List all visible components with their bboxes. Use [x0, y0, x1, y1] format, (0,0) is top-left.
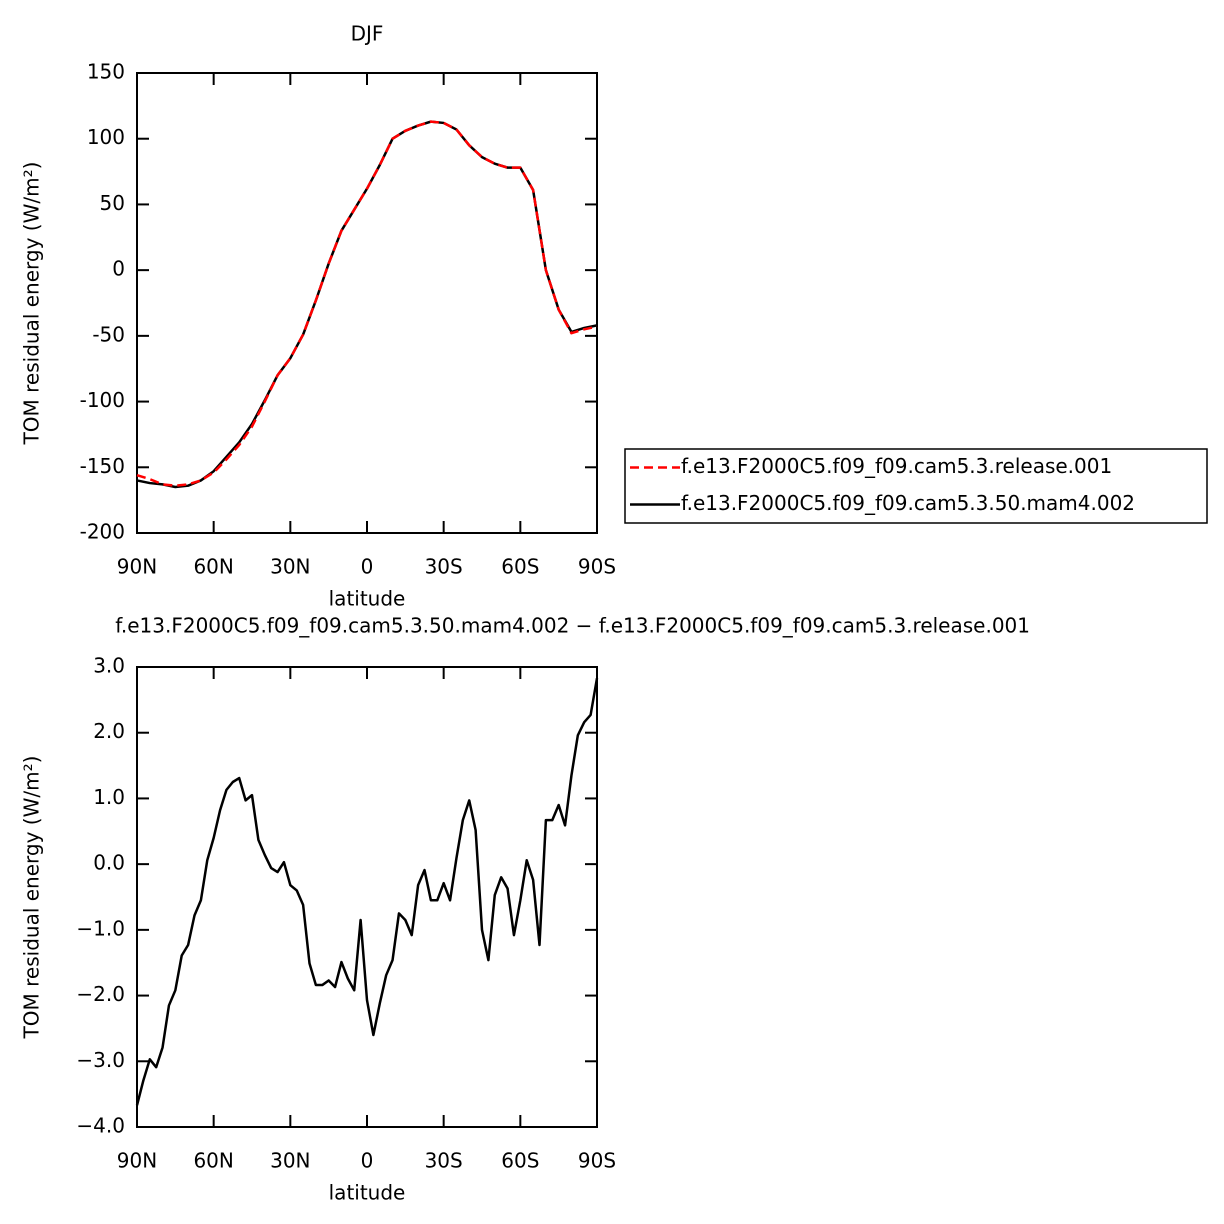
x-tick-label: 90N — [117, 555, 157, 579]
y-tick-label: −3.0 — [76, 1048, 125, 1072]
y-tick-label: −4.0 — [76, 1114, 125, 1138]
y-tick-label: 100 — [87, 125, 125, 149]
data-line — [135, 677, 599, 1106]
x-tick-label: 60S — [501, 555, 539, 579]
legend-label: f.e13.F2000C5.f09_f09.cam5.3.50.mam4.002 — [681, 491, 1135, 515]
x-tick-label: 60S — [501, 1149, 539, 1173]
chart-title: f.e13.F2000C5.f09_f09.cam5.3.50.mam4.002… — [115, 614, 1030, 638]
x-tick-label: 60N — [193, 1149, 233, 1173]
chart-title: DJF — [351, 22, 384, 46]
y-tick-label: 50 — [100, 191, 125, 215]
y-tick-label: 2.0 — [93, 719, 125, 743]
x-tick-label: 0 — [361, 555, 374, 579]
y-tick-label: -150 — [80, 454, 125, 478]
y-axis-label: TOM residual energy (W/m²) — [20, 756, 44, 1040]
x-tick-label: 90S — [578, 555, 616, 579]
x-axis-label: latitude — [329, 1181, 406, 1205]
legend-label: f.e13.F2000C5.f09_f09.cam5.3.release.001 — [681, 454, 1112, 478]
y-axis-label: TOM residual energy (W/m²) — [20, 162, 44, 446]
data-line — [136, 120, 598, 487]
y-tick-label: -200 — [80, 520, 125, 544]
y-tick-label: 0.0 — [93, 851, 125, 875]
plot-frame — [136, 72, 598, 534]
y-tick-label: 1.0 — [93, 785, 125, 809]
data-line — [136, 120, 598, 489]
y-tick-label: 0 — [112, 257, 125, 281]
x-tick-label: 30N — [270, 1149, 310, 1173]
x-tick-label: 0 — [361, 1149, 374, 1173]
legend: f.e13.F2000C5.f09_f09.cam5.3.release.001… — [624, 448, 1208, 524]
y-tick-label: -50 — [92, 322, 125, 346]
legend-box — [624, 448, 1208, 524]
x-tick-label: 30N — [270, 555, 310, 579]
x-tick-label: 30S — [425, 555, 463, 579]
x-tick-label: 90N — [117, 1149, 157, 1173]
x-tick-label: 90S — [578, 1149, 616, 1173]
x-tick-label: 30S — [425, 1149, 463, 1173]
y-tick-label: −1.0 — [76, 916, 125, 940]
y-tick-label: -100 — [80, 388, 125, 412]
y-tick-label: 150 — [87, 60, 125, 84]
y-tick-label: 3.0 — [93, 654, 125, 678]
x-tick-label: 60N — [193, 555, 233, 579]
x-axis-label: latitude — [329, 587, 406, 611]
y-tick-label: −2.0 — [76, 982, 125, 1006]
plot-frame — [136, 666, 598, 1128]
